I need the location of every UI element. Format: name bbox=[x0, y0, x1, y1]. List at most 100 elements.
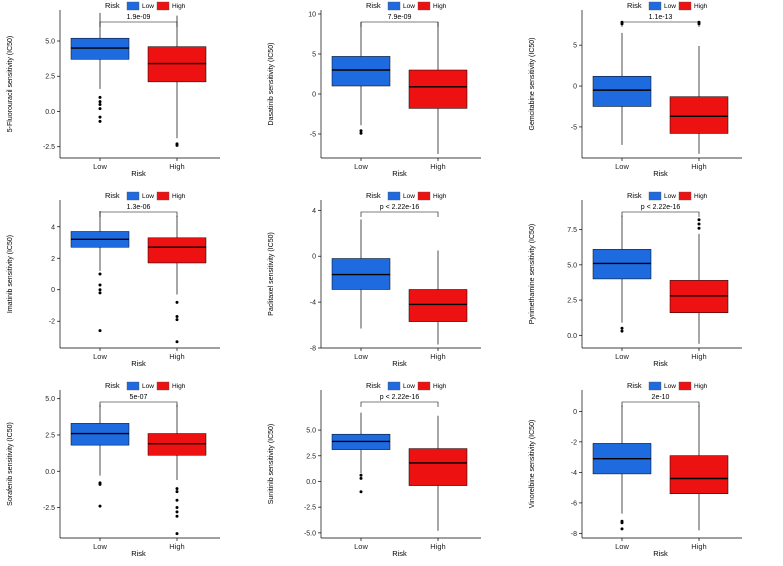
x-axis-title: Risk bbox=[392, 169, 407, 178]
outlier-point bbox=[175, 532, 179, 536]
legend-label-high: High bbox=[172, 193, 186, 200]
y-tick-label: -8 bbox=[310, 346, 316, 353]
significance-bracket: 1.3e-06 bbox=[99, 204, 178, 217]
bracket-line bbox=[360, 401, 439, 407]
outlier-point bbox=[98, 482, 102, 486]
legend: Risk Low High bbox=[366, 191, 447, 201]
x-axis-title: Risk bbox=[131, 549, 146, 558]
legend-title: Risk bbox=[627, 381, 642, 390]
boxplot-svg: Risk Low High -8 -6 -4 -2 0 Low High Risk Vinorelbi… bbox=[529, 381, 742, 558]
box-low bbox=[331, 219, 391, 329]
significance-bracket: 7.9e-09 bbox=[360, 14, 439, 27]
p-value-label: p < 2.22e-16 bbox=[641, 204, 681, 211]
boxplot-svg: Risk Low High -5 0 5 Low High Risk Gemcitabine se… bbox=[529, 1, 742, 178]
boxplot-panel: Risk Low High -5.0 -2.5 0.0 2.5 5.0 Low High Risk S… bbox=[261, 380, 522, 566]
y-tick-label: 0 bbox=[573, 84, 577, 91]
box-iqr bbox=[669, 96, 729, 134]
x-tick-label: Low bbox=[615, 542, 629, 551]
box-iqr bbox=[331, 56, 391, 87]
outlier-point bbox=[359, 473, 363, 477]
boxplot-svg: Risk Low High -2.5 0.0 2.5 5.0 Low High Risk Soraf… bbox=[7, 381, 220, 558]
outlier-point bbox=[98, 95, 102, 99]
y-tick-label: 0 bbox=[312, 254, 316, 261]
x-tick-label: Low bbox=[93, 162, 107, 171]
box-low bbox=[70, 12, 130, 123]
x-tick-label: High bbox=[169, 542, 184, 551]
outlier-point bbox=[175, 506, 179, 510]
outlier-point bbox=[359, 129, 363, 133]
p-value-label: p < 2.22e-16 bbox=[380, 204, 420, 211]
y-tick-label: -2.5 bbox=[43, 505, 55, 512]
y-tick-label: 2.5 bbox=[45, 74, 55, 81]
outlier-point bbox=[359, 476, 363, 480]
y-tick-label: 0 bbox=[51, 287, 55, 294]
legend-label-high: High bbox=[694, 383, 708, 390]
legend-swatch-low bbox=[126, 191, 140, 201]
box-iqr bbox=[592, 249, 652, 280]
bracket-line bbox=[621, 211, 700, 217]
legend-swatch-low bbox=[126, 1, 140, 11]
legend: Risk Low High bbox=[366, 381, 447, 391]
legend-swatch-high bbox=[156, 191, 170, 201]
y-tick-label: 0.0 bbox=[306, 479, 316, 486]
significance-bracket: 1.1e-13 bbox=[621, 14, 700, 27]
y-tick-label: 2.5 bbox=[567, 298, 577, 305]
y-tick-label: -6 bbox=[571, 500, 577, 507]
legend: Risk Low High bbox=[366, 1, 447, 11]
boxplot-svg: Risk Low High -2.5 0.0 2.5 5.0 Low High Risk 5-Flu… bbox=[7, 1, 220, 178]
legend-title: Risk bbox=[105, 1, 120, 10]
outlier-point bbox=[175, 498, 179, 502]
outlier-point bbox=[98, 115, 102, 119]
boxplot-svg: Risk Low High -5 0 5 10 Low High Risk Dasatinib se… bbox=[268, 1, 481, 178]
y-tick-label: 5.0 bbox=[306, 428, 316, 435]
legend-swatch-high bbox=[156, 1, 170, 11]
p-value-label: p < 2.22e-16 bbox=[380, 394, 420, 401]
y-tick-label: -4 bbox=[571, 470, 577, 477]
y-tick-label: -2 bbox=[49, 319, 55, 326]
p-value-label: 1.3e-06 bbox=[127, 204, 151, 211]
outlier-point bbox=[359, 490, 363, 494]
y-tick-label: -2.5 bbox=[43, 144, 55, 151]
x-tick-label: High bbox=[430, 542, 445, 551]
bracket-line bbox=[99, 401, 178, 407]
box-high bbox=[147, 15, 207, 147]
outlier-point bbox=[175, 514, 179, 518]
legend-swatch-high bbox=[678, 381, 692, 391]
outlier-point bbox=[98, 100, 102, 104]
p-value-label: 2e-10 bbox=[652, 394, 670, 401]
y-tick-label: -5 bbox=[310, 132, 316, 139]
box-iqr bbox=[408, 448, 468, 486]
y-tick-label: 0 bbox=[312, 92, 316, 99]
x-tick-label: Low bbox=[354, 162, 368, 171]
y-axis-title: 5-Fluorouracil sensitivity (IC50) bbox=[7, 36, 14, 132]
y-tick-label: 0.0 bbox=[45, 469, 55, 476]
x-axis-title: Risk bbox=[653, 169, 668, 178]
y-tick-label: 0.0 bbox=[567, 333, 577, 340]
outlier-point bbox=[697, 222, 701, 226]
legend-label-low: Low bbox=[664, 383, 676, 390]
outlier-point bbox=[98, 283, 102, 287]
outlier-point bbox=[98, 102, 102, 106]
x-tick-label: High bbox=[691, 352, 706, 361]
box-iqr bbox=[147, 433, 207, 456]
bracket-line bbox=[99, 211, 178, 217]
box-high bbox=[669, 218, 729, 344]
legend-swatch-high bbox=[678, 1, 692, 11]
y-tick-label: -4 bbox=[310, 300, 316, 307]
y-tick-label: 5.0 bbox=[45, 39, 55, 46]
outlier-point bbox=[175, 315, 179, 319]
y-axis-title: Gemcitabine sensitivity (IC50) bbox=[529, 38, 536, 131]
x-axis-title: Risk bbox=[131, 169, 146, 178]
box-low bbox=[331, 22, 391, 135]
box-low bbox=[592, 20, 652, 145]
y-axis-title: Vinorelbine sensitivity (IC50) bbox=[529, 420, 536, 509]
box-high bbox=[408, 22, 468, 154]
box-iqr bbox=[70, 423, 130, 446]
p-value-label: 5e-07 bbox=[130, 394, 148, 401]
legend-title: Risk bbox=[366, 191, 381, 200]
outlier-point bbox=[175, 318, 179, 322]
p-value-label: 7.9e-09 bbox=[388, 14, 412, 21]
x-tick-label: Low bbox=[354, 542, 368, 551]
y-tick-label: -2 bbox=[571, 439, 577, 446]
x-axis-title: Risk bbox=[392, 359, 407, 368]
